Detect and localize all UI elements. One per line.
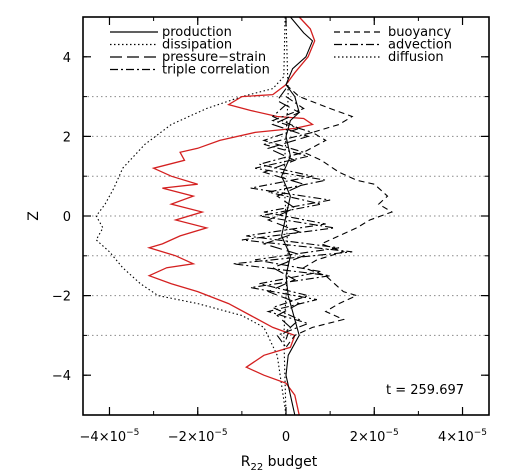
tick-layer: −4×10−5 −2×10−5 0 2×10−5 4×10−5 −4 −2 0 2 4 bbox=[52, 16, 489, 445]
series-production-line bbox=[280, 16, 314, 416]
series-advection-line bbox=[246, 104, 340, 332]
x-axis-title: R22 budget bbox=[241, 454, 318, 473]
series-triple-correlation-line bbox=[232, 96, 353, 348]
x-tick-label: 0 bbox=[282, 430, 290, 445]
legend-label-diffusion: diffusion bbox=[388, 50, 444, 65]
y-axis-title: Z bbox=[26, 211, 42, 221]
legend-label-production: production bbox=[162, 25, 232, 40]
series-buoyancy-line bbox=[285, 84, 394, 348]
x-tick-label: 2×10−5 bbox=[350, 428, 399, 445]
legend-label-dissipation: dissipation bbox=[162, 38, 232, 53]
y-tick-label: 2 bbox=[63, 130, 71, 145]
y-tick-label: −4 bbox=[52, 369, 71, 384]
x-tick-label: −2×10−5 bbox=[168, 428, 228, 445]
x-tick-label: −4×10−5 bbox=[80, 428, 140, 445]
y-tick-label: 0 bbox=[63, 210, 71, 225]
x-tick-label: 4×10−5 bbox=[438, 428, 487, 445]
legend-left: productiondissipationpressure−straintrip… bbox=[110, 25, 270, 78]
series-layer bbox=[95, 16, 394, 416]
legend-label-triple-correlation: triple correlation bbox=[162, 63, 270, 78]
series-pressure-strain-line bbox=[262, 88, 310, 340]
time-annotation: t = 259.697 bbox=[386, 383, 464, 398]
legend-label-advection: advection bbox=[388, 38, 452, 53]
series-diffusion-line bbox=[283, 16, 289, 416]
legend-label-buoyancy: buoyancy bbox=[388, 25, 451, 40]
y-tick-label: 4 bbox=[63, 51, 71, 66]
y-tick-label: −2 bbox=[52, 290, 71, 305]
legend-label-pressure-strain: pressure−strain bbox=[162, 50, 266, 65]
series-total-line bbox=[146, 16, 316, 416]
